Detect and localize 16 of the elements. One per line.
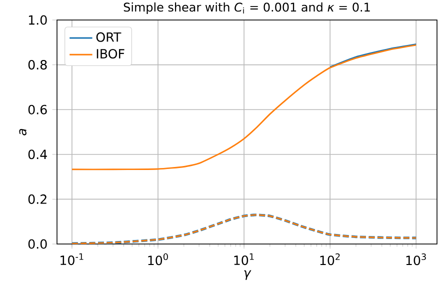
chart-title: Simple shear with C$_{i}$ = 0.001 and κ = 0.1 [124, 2, 370, 14]
x-tick-label: 10$^{-1}$ [60, 253, 84, 266]
y-tick-label: 0.4 [28, 150, 47, 160]
legend-label: ORT [96, 32, 122, 42]
x-tick-label: 10$^{3}$ [406, 253, 426, 266]
legend-label: IBOF [96, 48, 124, 59]
x-tick-label: 10$^{2}$ [320, 253, 340, 266]
y-tick-label: 0.0 [28, 239, 47, 249]
x-axis-title: γ [244, 270, 252, 280]
y-tick-label: 1.0 [28, 15, 47, 25]
x-tick-label: 10$^{1}$ [234, 253, 254, 266]
x-tick-label: 10$^{0}$ [148, 253, 168, 266]
y-axis-title: a [19, 128, 26, 136]
y-tick-label: 0.6 [28, 104, 47, 114]
y-tick-label: 0.2 [28, 194, 46, 204]
y-tick-label: 0.8 [28, 60, 47, 70]
